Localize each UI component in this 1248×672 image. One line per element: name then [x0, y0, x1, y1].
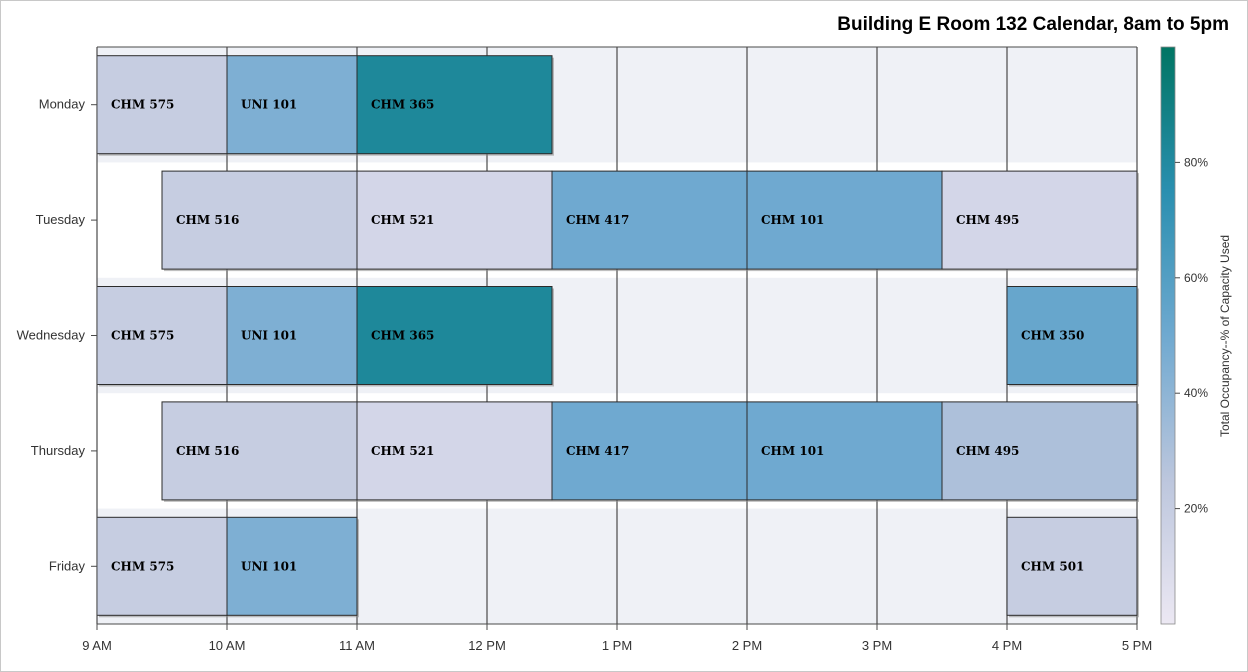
bar	[941, 170, 1138, 270]
x-tick-label: 10 AM	[209, 638, 246, 653]
bar-label: CHM 417	[566, 444, 629, 458]
bar	[161, 401, 358, 501]
x-tick-label: 1 PM	[602, 638, 632, 653]
colorbar-label: Total Occupancy--% of Capacity Used	[1218, 235, 1232, 437]
bar	[356, 170, 553, 270]
y-tick-label: Monday	[39, 97, 86, 112]
chart-title: Building E Room 132 Calendar, 8am to 5pm	[837, 14, 1229, 35]
colorbar: 20% 40% 60% 80% Total Occupancy--% of Capaci…	[1160, 46, 1232, 625]
bar-label: CHM 350	[1021, 329, 1084, 343]
bar	[551, 170, 748, 270]
x-tick-label: 12 PM	[468, 638, 506, 653]
bar	[1006, 286, 1138, 385]
colorbar-tick-label: 40%	[1184, 386, 1208, 400]
bar-label: CHM 575	[111, 329, 174, 343]
bar-label: UNI 101	[241, 98, 297, 112]
x-tick-label: 5 PM	[1122, 638, 1152, 653]
bar	[226, 286, 358, 385]
bar	[356, 55, 553, 155]
colorbar-tick-label: 20%	[1184, 502, 1208, 516]
bar-label: CHM 365	[371, 329, 434, 343]
bar	[746, 401, 943, 501]
bar	[941, 401, 1138, 501]
x-tick-label: 2 PM	[732, 638, 762, 653]
y-tick-label: Tuesday	[36, 212, 86, 227]
bar-label: CHM 417	[566, 213, 629, 227]
bar-label: UNI 101	[241, 329, 297, 343]
bar-label: CHM 575	[111, 98, 174, 112]
colorbar-tick-label: 80%	[1184, 155, 1208, 169]
bar-label: CHM 101	[761, 213, 824, 227]
bar	[551, 401, 748, 501]
bar	[356, 286, 553, 385]
bar	[1006, 516, 1138, 616]
x-tick-label: 4 PM	[992, 638, 1022, 653]
bar-label: CHM 516	[176, 213, 239, 227]
bar	[96, 516, 228, 616]
colorbar-bar	[1160, 46, 1176, 625]
bar	[226, 55, 358, 155]
bar-label: UNI 101	[241, 559, 297, 573]
bar-label: CHM 521	[371, 213, 434, 227]
axes: 9 AM 10 AM 11 AM 12 PM 1 PM 2 PM 3 PM 4 PM 5 PM M…	[17, 47, 1152, 653]
bar-label: CHM 521	[371, 444, 434, 458]
bar-label: CHM 365	[371, 98, 434, 112]
bar-label: CHM 501	[1021, 559, 1084, 573]
x-tick-label: 9 AM	[82, 638, 112, 653]
y-tick-label: Wednesday	[17, 328, 86, 343]
bar	[746, 170, 943, 270]
x-tick-label: 3 PM	[862, 638, 892, 653]
bar	[96, 55, 228, 155]
y-tick-label: Thursday	[31, 443, 86, 458]
bar	[161, 170, 358, 270]
y-tick-label: Friday	[49, 558, 86, 573]
colorbar-tick-label: 60%	[1184, 271, 1208, 285]
bars: CHM 575 UNI 101 CHM 365 CHM 516 CHM 521 CHM 4…	[96, 55, 1139, 618]
bar	[226, 516, 358, 616]
bar-label: CHM 495	[956, 444, 1019, 458]
x-tick-label: 11 AM	[339, 638, 375, 653]
bar-label: CHM 516	[176, 444, 239, 458]
bar-label: CHM 575	[111, 559, 174, 573]
bar-label: CHM 101	[761, 444, 824, 458]
bar-label: CHM 495	[956, 213, 1019, 227]
